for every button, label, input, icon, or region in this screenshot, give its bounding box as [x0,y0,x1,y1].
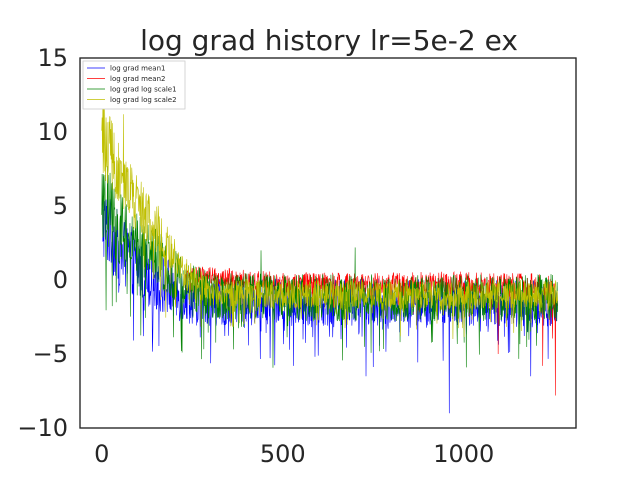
y-axis: 15 10 5 0 −5 −10 [17,44,68,442]
legend: log grad mean1 log grad mean2 log grad log… [82,60,186,110]
plot-frame [79,57,577,429]
legend-entry: log grad mean1 [110,65,165,73]
x-tick-label: 500 [260,440,306,468]
y-tick-label: 15 [37,44,68,72]
y-tick-label: 0 [53,266,68,294]
x-tick-label: 1000 [433,440,494,468]
legend-box [82,60,186,110]
y-tick-label: −5 [33,340,68,368]
legend-entry: log grad log scale2 [110,96,177,104]
x-axis: 0 500 1000 [94,440,494,468]
chart-title: log grad history lr=5e-2 ex [140,24,518,57]
x-tick-label: 0 [94,440,109,468]
y-tick-label: 5 [53,192,68,220]
series-line-4 [101,90,558,340]
plot-border [79,57,577,429]
y-tick-label: 10 [37,118,68,146]
legend-entry: log grad mean2 [110,75,165,83]
legend-entry: log grad log scale1 [110,86,177,94]
y-tick-label: −10 [17,414,68,442]
series-layer [101,90,558,414]
